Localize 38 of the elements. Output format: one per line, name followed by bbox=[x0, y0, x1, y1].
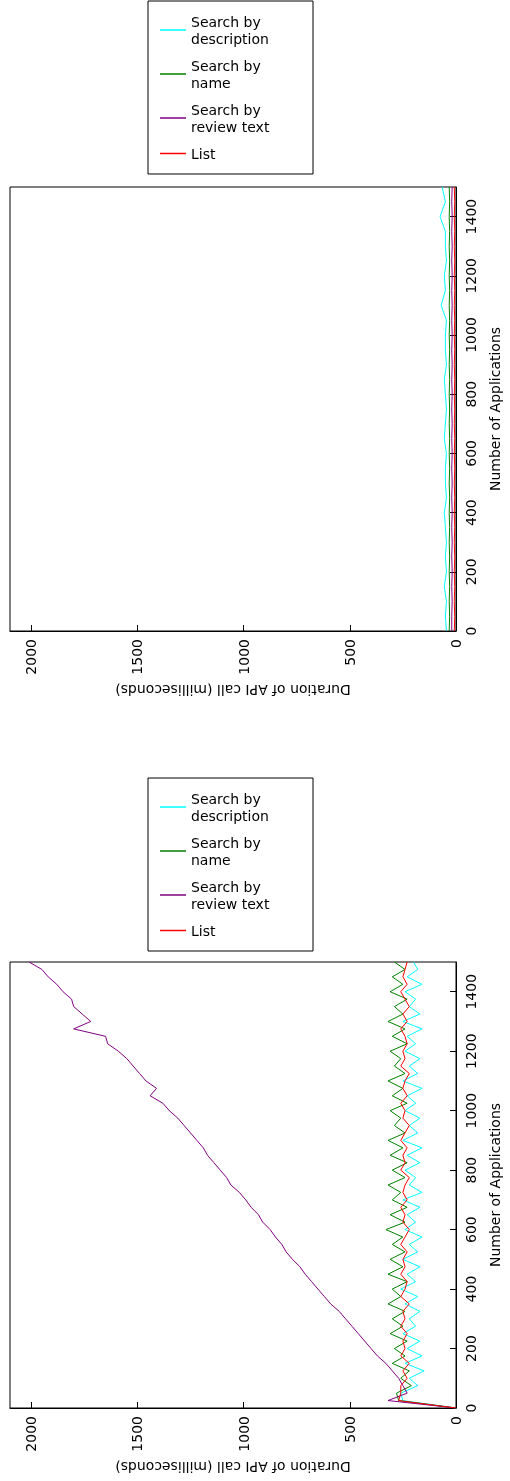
x-tick-label: 1500 bbox=[129, 1416, 146, 1452]
y-tick-label: 1400 bbox=[463, 973, 479, 1010]
x-axis-title: Duration of API call (milliseconds) bbox=[115, 682, 351, 698]
x-tick-label: 500 bbox=[341, 1416, 358, 1443]
y-tick-label: 1200 bbox=[463, 1033, 479, 1070]
legend-label: Search by name bbox=[191, 57, 266, 91]
legend-label: List bbox=[191, 922, 216, 939]
y-tick-label: 1000 bbox=[463, 1092, 479, 1129]
x-tick-label: 2000 bbox=[23, 1416, 40, 1452]
legend-label: Search by description bbox=[191, 790, 269, 824]
x-tick-label: 1000 bbox=[235, 639, 252, 675]
y-tick-label: 600 bbox=[463, 440, 479, 467]
y-tick-label: 200 bbox=[463, 558, 479, 586]
y-tick-label: 400 bbox=[463, 499, 479, 526]
y-tick-label: 600 bbox=[463, 1216, 479, 1243]
x-tick-label: 1500 bbox=[129, 639, 146, 675]
x-tick-label: 2000 bbox=[23, 639, 40, 675]
y-tick-label: 800 bbox=[463, 380, 479, 408]
y-tick-label: 1000 bbox=[463, 317, 479, 353]
x-tick-label: 1000 bbox=[235, 1416, 252, 1452]
legend-label: Search by name bbox=[191, 834, 266, 868]
x-axis-title: Duration of API call (milliseconds) bbox=[115, 1459, 351, 1475]
legend-label: List bbox=[191, 145, 216, 162]
y-tick-label: 200 bbox=[463, 1335, 479, 1362]
y-tick-label: 400 bbox=[463, 1275, 479, 1303]
y-tick-label: 1400 bbox=[463, 198, 479, 235]
y-tick-label: 0 bbox=[463, 1403, 479, 1413]
legend-label: Search by review text bbox=[191, 101, 270, 135]
legend-label: Search by description bbox=[191, 13, 269, 47]
y-axis-title: Number of Applications bbox=[487, 326, 503, 492]
x-tick-label: 0 bbox=[448, 639, 464, 648]
y-tick-label: 0 bbox=[463, 626, 479, 636]
x-tick-label: 0 bbox=[448, 1416, 464, 1425]
y-tick-label: 800 bbox=[463, 1156, 479, 1184]
x-tick-label: 500 bbox=[341, 639, 358, 666]
legend-label: Search by review text bbox=[191, 878, 270, 912]
y-axis-title: Number of Applications bbox=[487, 1102, 503, 1268]
y-tick-label: 1200 bbox=[463, 257, 479, 294]
